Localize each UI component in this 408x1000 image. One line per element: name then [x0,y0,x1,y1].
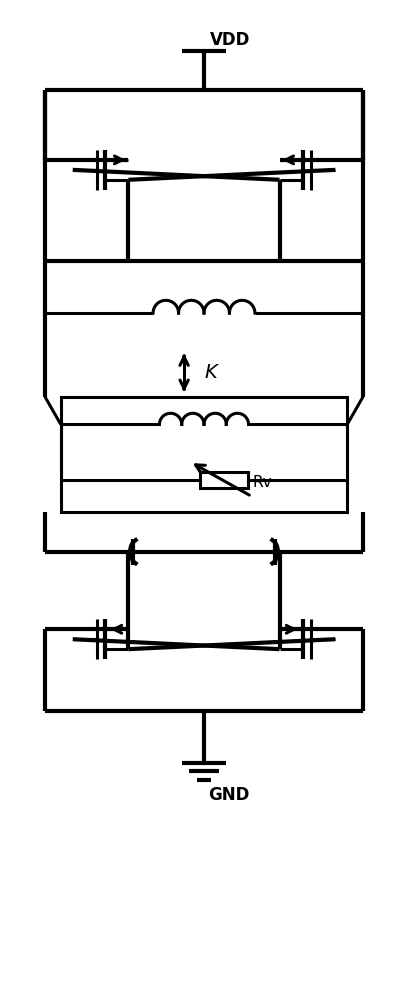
Bar [200,472,248,488]
Text: K: K [204,363,217,382]
Text: VDD: VDD [210,31,251,49]
Bar [61,397,347,512]
Text: Rv: Rv [253,475,272,490]
Text: GND: GND [208,786,249,804]
